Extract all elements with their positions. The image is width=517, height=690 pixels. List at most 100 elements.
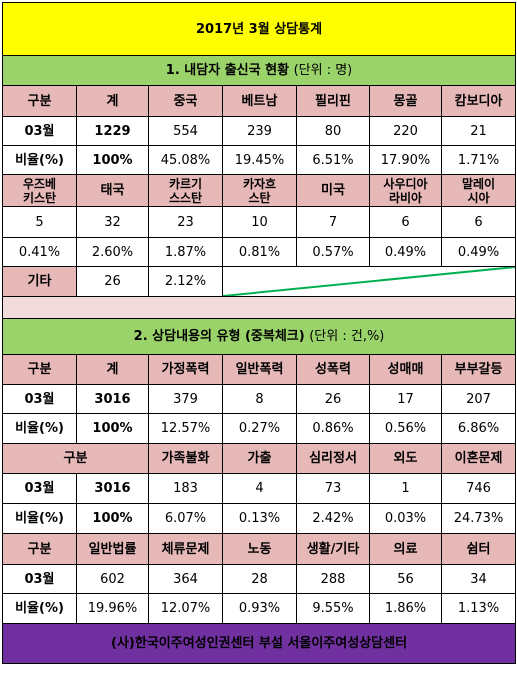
header-cell: 쉼터: [440, 533, 517, 565]
row-label: 03월: [2, 564, 77, 594]
footer-org-name: (사)한국이주여성인권센터 부설 서울이주여성상담센터: [1, 623, 517, 664]
data-cell: 288: [296, 564, 370, 594]
s2-count-row-3: 03월 602 364 28 288 56 34: [2, 564, 517, 594]
data-cell: 19.45%: [222, 145, 297, 175]
header-cell: 구분: [2, 443, 149, 474]
s1-header-row-1: 구분 계 중국 베트남 필리핀 몽골 캄보디아: [2, 85, 517, 117]
header-cell: 구분: [2, 85, 77, 117]
data-cell: 183: [148, 473, 223, 504]
data-cell: 6: [440, 206, 517, 238]
section1-unit: (단위 : 명): [293, 63, 353, 78]
header-cell: 성폭력: [296, 354, 370, 385]
data-cell: 23: [148, 206, 223, 238]
data-cell: 0.86%: [296, 413, 370, 444]
section2-title: 2. 상담내용의 유형 (중복체크): [133, 329, 305, 344]
data-cell: 0.49%: [440, 237, 517, 267]
s2-ratio-row-2: 비율(%) 100% 6.07% 0.13% 2.42% 0.03% 24.73…: [2, 503, 517, 534]
row-label: 03월: [2, 473, 77, 504]
total-cell: 1229: [76, 116, 149, 146]
data-cell: 0.13%: [222, 503, 297, 534]
header-cell: 카르기 스스탄: [148, 174, 223, 207]
header-cell: 베트남: [222, 85, 297, 117]
total-cell: 100%: [76, 145, 149, 175]
data-cell: 28: [222, 564, 297, 594]
data-cell: 207: [440, 384, 517, 414]
data-cell: 17: [369, 384, 442, 414]
data-cell: 746: [440, 473, 517, 504]
total-cell: 3016: [76, 473, 149, 504]
s2-ratio-row-1: 비율(%) 100% 12.57% 0.27% 0.86% 0.56% 6.86…: [2, 413, 517, 444]
section1-heading: 1. 내담자 출신국 현황 (단위 : 명): [1, 55, 517, 86]
etc-label: 기타: [2, 266, 77, 297]
header-cell: 가족불화: [148, 443, 223, 474]
section2-unit: (단위 : 건,%): [309, 329, 385, 344]
header-cell: 계: [76, 354, 149, 385]
header-cell: 카자흐 스탄: [222, 174, 297, 207]
row-label: 비율(%): [2, 593, 77, 624]
total-cell: 100%: [76, 503, 149, 534]
header-cell: 구분: [2, 533, 77, 565]
header-cell: 우즈베 키스탄: [2, 174, 77, 207]
header-cell: 생활/기타: [296, 533, 370, 565]
s1-header-row-2: 우즈베 키스탄 태국 카르기 스스탄 카자흐 스탄 미국 사우디아 라비아 말레…: [2, 174, 517, 207]
header-cell: 미국: [296, 174, 370, 207]
s1-ratio-row-2: 0.41% 2.60% 1.87% 0.81% 0.57% 0.49% 0.49…: [2, 237, 517, 267]
row-label: 비율(%): [2, 503, 77, 534]
data-cell: 0.57%: [296, 237, 370, 267]
data-cell: 1.13%: [440, 593, 517, 624]
data-cell: 379: [148, 384, 223, 414]
data-cell: 56: [369, 564, 442, 594]
header-cell: 사우디아 라비아: [369, 174, 442, 207]
row-label: 비율(%): [2, 145, 77, 175]
data-cell: 73: [296, 473, 370, 504]
section1-heading-row: 1. 내담자 출신국 현황 (단위 : 명): [1, 55, 517, 86]
data-cell: 32: [76, 206, 149, 238]
s1-etc-row: 기타 26 2.12%: [2, 266, 517, 297]
separator: [1, 296, 517, 319]
data-cell: 80: [296, 116, 370, 146]
data-cell: 0.27%: [222, 413, 297, 444]
s2-ratio-row-3: 비율(%) 19.96% 12.07% 0.93% 9.55% 1.86% 1.…: [2, 593, 517, 624]
data-cell: 6.07%: [148, 503, 223, 534]
data-cell: 34: [440, 564, 517, 594]
header-cell: 이혼문제: [440, 443, 517, 474]
row-label: 03월: [2, 384, 77, 414]
data-cell: 0.56%: [369, 413, 442, 444]
s2-count-row-2: 03월 3016 183 4 73 1 746: [2, 473, 517, 504]
section2-heading: 2. 상담내용의 유형 (중복체크) (단위 : 건,%): [1, 318, 517, 355]
data-cell: 12.07%: [148, 593, 223, 624]
data-cell: 5: [2, 206, 77, 238]
row-label: 03월: [2, 116, 77, 146]
data-cell: 239: [222, 116, 297, 146]
header-cell: 태국: [76, 174, 149, 207]
header-cell: 성매매: [369, 354, 442, 385]
page-title: 2017년 3월 상담통계: [1, 2, 517, 56]
data-cell: 554: [148, 116, 223, 146]
empty-diagonal-cell: [221, 266, 517, 297]
header-cell: 중국: [148, 85, 223, 117]
header-cell: 캄보디아: [440, 85, 517, 117]
header-cell: 체류문제: [148, 533, 223, 565]
data-cell: 6.51%: [296, 145, 370, 175]
etc-ratio: 2.12%: [148, 266, 223, 297]
data-cell: 1.71%: [440, 145, 517, 175]
total-cell: 100%: [76, 413, 149, 444]
data-cell: 2.42%: [296, 503, 370, 534]
data-cell: 1.87%: [148, 237, 223, 267]
data-cell: 0.49%: [369, 237, 442, 267]
header-cell: 심리정서: [296, 443, 370, 474]
title-row: 2017년 3월 상담통계: [1, 2, 517, 56]
data-cell: 6.86%: [440, 413, 517, 444]
footer-row: (사)한국이주여성인권센터 부설 서울이주여성상담센터: [1, 623, 517, 664]
data-cell: 19.96%: [76, 593, 149, 624]
s2-header-row-3: 구분 일반법률 체류문제 노동 생활/기타 의료 쉼터: [2, 533, 517, 565]
header-cell: 외도: [369, 443, 442, 474]
data-cell: 364: [148, 564, 223, 594]
s2-header-row-2: 구분 가족불화 가출 심리정서 외도 이혼문제: [2, 443, 517, 474]
data-cell: 0.93%: [222, 593, 297, 624]
data-cell: 1.86%: [369, 593, 442, 624]
s1-ratio-row-1: 비율(%) 100% 45.08% 19.45% 6.51% 17.90% 1.…: [2, 145, 517, 175]
data-cell: 7: [296, 206, 370, 238]
header-cell: 일반폭력: [222, 354, 297, 385]
